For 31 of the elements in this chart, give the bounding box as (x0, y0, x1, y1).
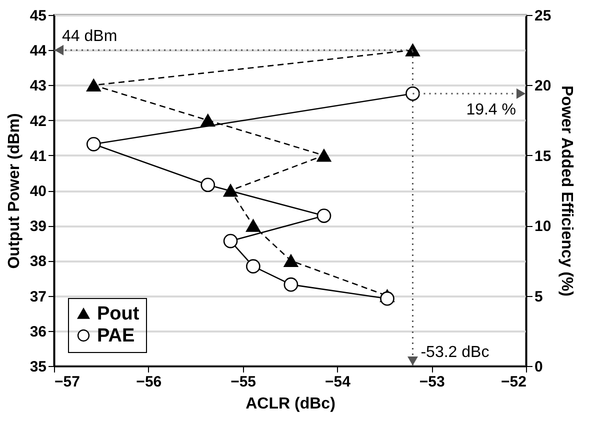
ref-line-label: 44 dBm (62, 28, 118, 46)
y2-tick-label: 25 (534, 8, 552, 24)
y2-tick-label: 0 (534, 358, 543, 376)
x-tick-label: −57 (54, 374, 80, 390)
x-tick-label: −56 (136, 374, 162, 390)
y-tick-label: 44 (30, 42, 48, 60)
y-tick-label: 37 (30, 288, 46, 306)
ref-line-label: -53.2 dBc (420, 344, 490, 361)
y-tick-label: 38 (30, 253, 46, 270)
y2-tick-label: 10 (534, 218, 552, 236)
y-tick-label: 41 (30, 148, 46, 165)
y-axis-title: Output Power (dBm) (6, 113, 23, 269)
y-tick-label: 42 (30, 112, 46, 130)
y-tick-label: 39 (30, 218, 46, 236)
legend-label: Pout (97, 304, 140, 324)
y-tick-label: 36 (30, 323, 46, 340)
y-tick-label: 40 (30, 183, 46, 200)
y2-tick-label: 5 (534, 288, 543, 306)
y2-axis-title: Power Added Efficiency (%) (558, 86, 576, 296)
x-tick-label: −53 (419, 374, 445, 390)
y-tick-label: 43 (30, 78, 46, 95)
y2-tick-label: 15 (534, 148, 552, 165)
x-tick-label: −52 (501, 374, 526, 390)
y2-tick-label: 20 (534, 78, 552, 95)
ref-line-label: 19.4 % (466, 102, 516, 119)
legend-label: PAE (97, 326, 135, 346)
y-tick-label: 45 (30, 8, 46, 24)
y-tick-label: 35 (30, 358, 46, 376)
x-tick-label: −55 (230, 374, 256, 390)
x-axis-title: ACLR (dBc) (246, 396, 336, 412)
x-tick-label: −54 (324, 374, 352, 390)
